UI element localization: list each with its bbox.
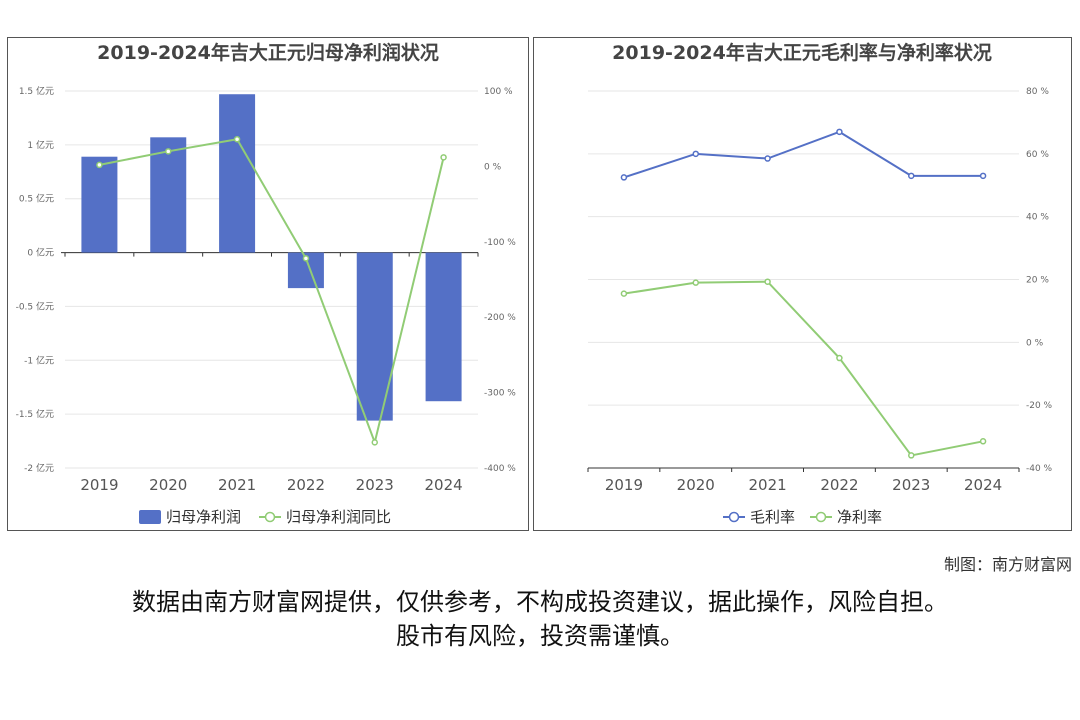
net-margin-point-2022 (836, 354, 843, 362)
disclaimer-line-2: 股市有风险，投资需谨慎。 (396, 622, 684, 650)
x-axis-label: 2024 (964, 476, 1002, 494)
left-chart-panel: 2019-2024年吉大正元归母净利润状况 1.5 亿元 1 亿元 0.5 亿元 0 亿… (7, 37, 529, 531)
right-axis-tick-label: -400 % (484, 464, 516, 474)
legend-line-label: 归母净利润同比 (286, 508, 391, 526)
right-axis-tick-label: 80 % (1026, 87, 1049, 97)
left-axis-tick-label: 1.5 亿元 (19, 85, 54, 97)
gross-margin-point-2024 (979, 172, 987, 180)
x-axis-label: 2022 (820, 476, 858, 494)
legend-bar-swatch (139, 510, 161, 524)
chart-title: 2019-2024年吉大正元归母净利润状况 (97, 41, 439, 64)
chart-title: 2019-2024年吉大正元毛利率与净利率状况 (612, 41, 992, 64)
legend-gross-label: 毛利率 (750, 508, 795, 526)
right-axis-tick-label: 100 % (484, 87, 513, 97)
x-axis-label: 2023 (356, 476, 394, 494)
legend-line-marker (264, 511, 276, 523)
bar-2020 (150, 137, 187, 253)
net-margin-point-2024 (979, 438, 987, 445)
right-axis-tick-label: -200 % (484, 313, 516, 323)
net-profit-chart: 2019-2024年吉大正元归母净利润状况 1.5 亿元 1 亿元 0.5 亿元 0 亿… (16, 41, 517, 526)
net-margin-point-2023 (908, 452, 915, 459)
right-axis-tick-label: 0 % (1026, 338, 1044, 348)
left-axis-tick-label: -2 亿元 (24, 462, 54, 474)
right-chart-panel: 2019-2024年吉大正元毛利率与净利率状况 80 % 60 % 40 % 20 % 0… (533, 37, 1072, 531)
right-axis-tick-label: -20 % (1026, 401, 1053, 411)
disclaimer-line-1: 数据由南方财富网提供，仅供参考，不构成投资建议，据此操作，风险自担。 (132, 588, 948, 616)
right-axis-tick-label: -40 % (1026, 464, 1053, 474)
margin-chart: 2019-2024年吉大正元毛利率与净利率状况 80 % 60 % 40 % 20 % 0… (587, 41, 1053, 526)
x-axis-label: 2019 (605, 476, 643, 494)
gross-margin-point-2021 (764, 155, 771, 162)
left-axis-tick-label: 0.5 亿元 (19, 193, 54, 205)
bar-2023 (356, 252, 393, 421)
net-margin-line (623, 280, 984, 457)
right-axis-tick-label: -300 % (484, 389, 516, 399)
gross-margin-point-2019 (620, 174, 628, 181)
yoy-line (99, 138, 445, 446)
x-axis-label: 2019 (80, 476, 118, 494)
right-axis-tick-label: 0 % (484, 162, 502, 172)
right-axis-tick-label: -100 % (484, 238, 516, 248)
right-axis-tick-label: 40 % (1026, 213, 1049, 223)
x-axis-label: 2020 (149, 476, 187, 494)
x-axis-label: 2024 (424, 476, 462, 494)
left-axis-tick-label: -1 亿元 (24, 354, 54, 366)
yoy-point-2021 (233, 136, 241, 143)
legend-gross-marker (728, 511, 740, 523)
net-margin-point-2021 (764, 278, 771, 285)
chart-credit: 制图：南方财富网 (943, 555, 1072, 574)
right-axis-tick-label: 60 % (1026, 150, 1049, 160)
gross-margin-point-2020 (692, 150, 699, 158)
legend-net-label: 净利率 (837, 508, 882, 526)
left-axis-tick-label: 1 亿元 (27, 139, 54, 151)
bar-2021 (219, 94, 256, 253)
gross-margin-point-2023 (908, 172, 915, 180)
yoy-point-2022 (302, 255, 310, 262)
x-axis-label: 2020 (677, 476, 715, 494)
yoy-point-2024 (440, 154, 447, 161)
left-axis-tick-label: -1.5 亿元 (16, 408, 54, 420)
gross-margin-point-2022 (836, 128, 843, 136)
net-margin-point-2019 (620, 290, 628, 297)
yoy-point-2019 (96, 161, 103, 169)
legend-bar-label: 归母净利润 (166, 508, 241, 526)
x-axis-label: 2021 (218, 476, 256, 494)
right-axis-tick-label: 20 % (1026, 276, 1049, 286)
x-axis-label: 2022 (287, 476, 325, 494)
yoy-point-2023 (371, 439, 378, 446)
legend-net-marker (815, 511, 827, 523)
net-margin-point-2020 (692, 279, 699, 286)
left-axis-tick-label: -0.5 亿元 (16, 300, 54, 312)
x-axis-label: 2021 (748, 476, 786, 494)
bar-2024 (425, 252, 462, 402)
gross-margin-line (623, 130, 984, 179)
left-axis-tick-label: 0 亿元 (27, 247, 54, 259)
x-axis-label: 2023 (892, 476, 930, 494)
yoy-point-2020 (165, 148, 172, 155)
bar-2019 (81, 156, 118, 253)
